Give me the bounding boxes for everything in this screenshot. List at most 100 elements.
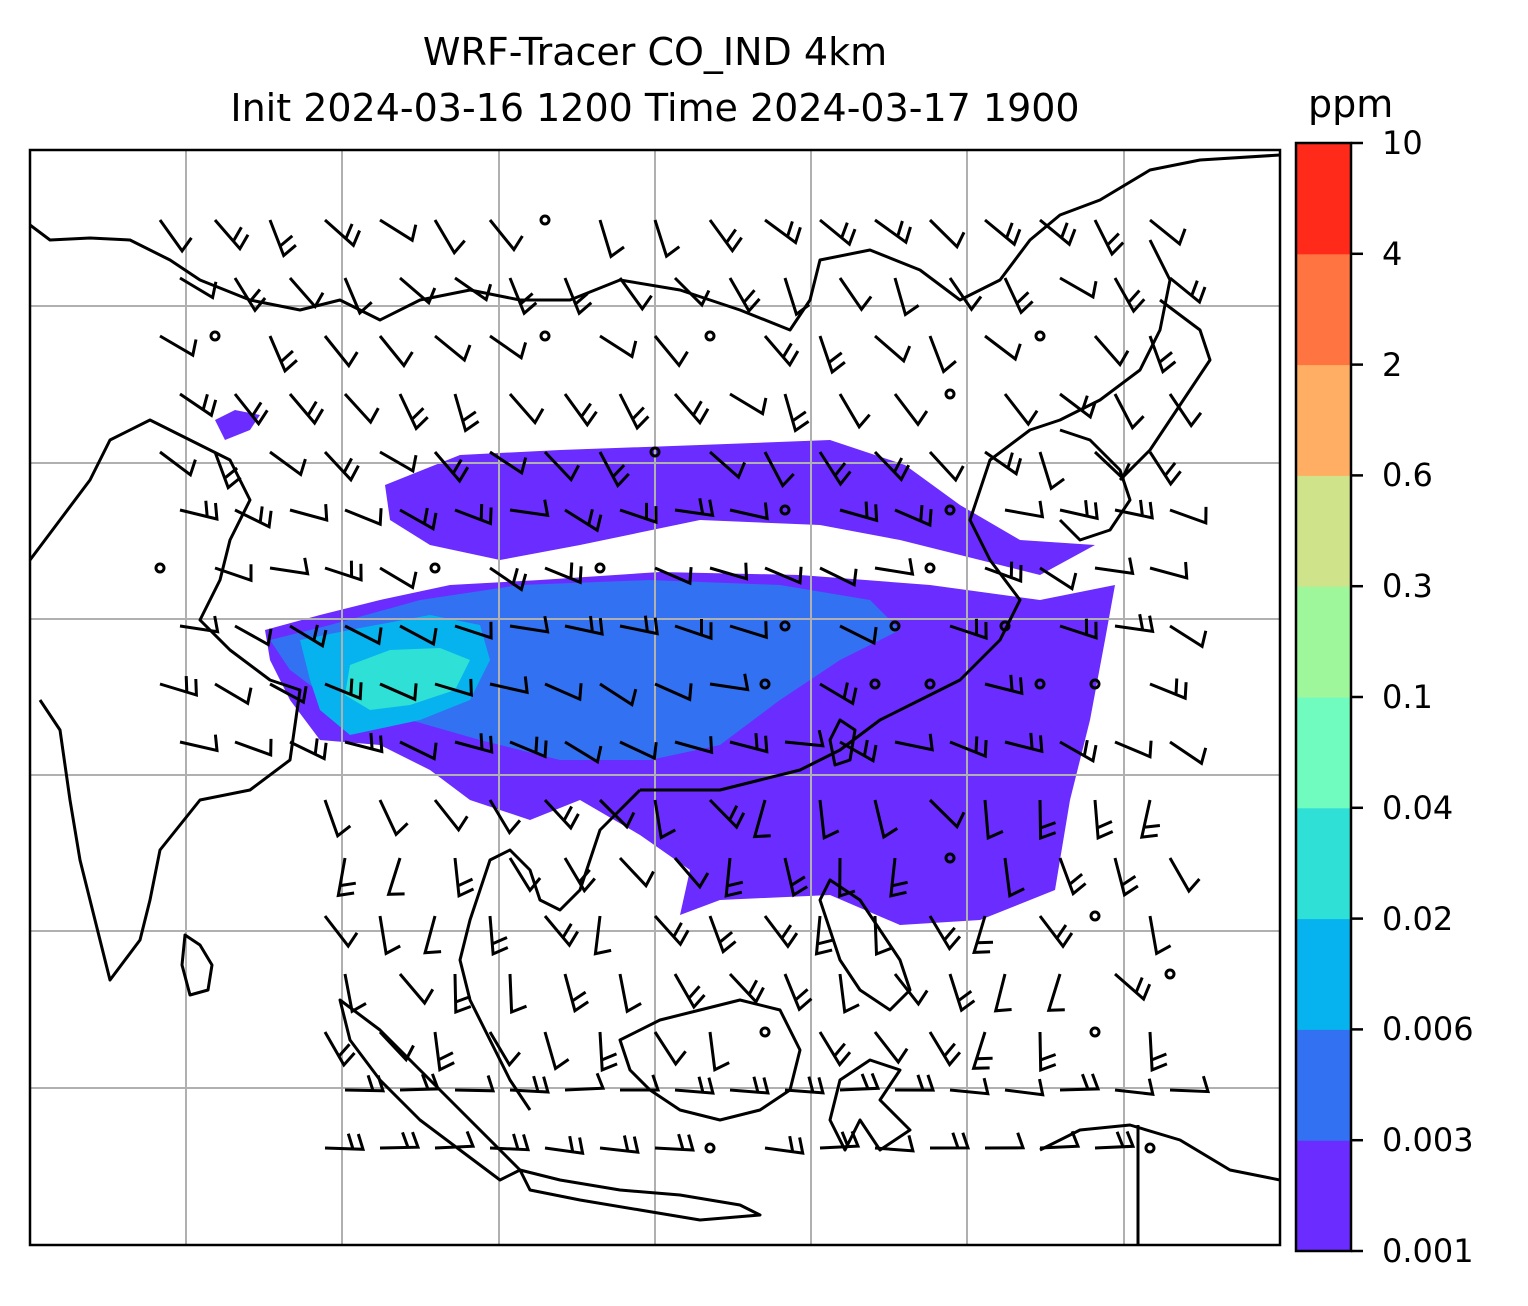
wind-barb: [1004, 1078, 1045, 1097]
colorbar-bin: [1296, 253, 1351, 366]
wind-barb: [948, 277, 983, 312]
wind-barb: [508, 857, 542, 893]
colorbar-bin: [1296, 143, 1351, 255]
wind-barb: [269, 682, 308, 705]
wind-barb: [1169, 506, 1208, 526]
coast-newguinea: [1039, 1123, 1280, 1182]
wind-barb: [1038, 1031, 1057, 1073]
colorbar-tick-label: 10: [1382, 124, 1423, 162]
wind-barb: [728, 277, 761, 314]
wind-barb: [983, 799, 1004, 841]
wind-barb: [1149, 678, 1188, 701]
coast-china-east: [640, 239, 1172, 792]
tracer-core-peak: [345, 648, 470, 710]
wind-barb: [454, 1075, 496, 1093]
wind-barb: [1039, 566, 1078, 592]
wind-barb: [323, 799, 352, 839]
wind-barb: [709, 673, 750, 692]
colorbar-tick-label: 4: [1382, 234, 1403, 273]
calm-wind-marker: [944, 852, 956, 864]
coast-philippines: [818, 878, 912, 1012]
calm-wind-marker: [999, 620, 1011, 632]
wind-barb: [324, 218, 361, 248]
wind-barb: [599, 334, 638, 359]
wind-barb: [343, 973, 367, 1014]
wind-barb: [234, 624, 273, 647]
wind-barb: [1059, 500, 1099, 521]
wind-barb: [599, 1135, 640, 1154]
wind-barb: [398, 973, 435, 1006]
calm-wind-marker: [889, 620, 901, 632]
calm-wind-marker: [924, 678, 936, 690]
wind-barb: [379, 1131, 421, 1150]
wind-barb: [783, 277, 811, 317]
wind-barb: [1059, 739, 1098, 764]
wind-barb: [324, 560, 363, 582]
wind-barb: [489, 676, 529, 695]
wind-barb: [984, 1132, 1026, 1150]
wind-barb: [818, 1031, 852, 1068]
wind-barb: [984, 334, 1022, 362]
wind-barb: [544, 1135, 585, 1155]
wind-barb: [1004, 732, 1044, 754]
wind-barb: [323, 450, 360, 483]
wind-barb: [488, 915, 509, 957]
wind-barb: [378, 1030, 415, 1063]
wind-barb: [598, 1031, 618, 1073]
wind-barb: [674, 619, 713, 641]
wind-barb: [928, 218, 966, 250]
wind-barb: [214, 564, 253, 583]
wind-barb: [1148, 335, 1177, 375]
wind-barb: [653, 219, 681, 259]
wind-barb: [159, 334, 198, 358]
wind-barb: [598, 798, 636, 830]
wind-barb: [1114, 972, 1152, 1002]
wind-barb: [399, 740, 438, 761]
wind-barb: [619, 615, 659, 636]
wind-barb: [453, 857, 475, 899]
wind-barb: [984, 561, 1023, 584]
wind-barb: [453, 973, 472, 1015]
colorbar-bin: [1296, 1029, 1351, 1141]
wind-barb: [378, 799, 409, 837]
wind-barb: [1148, 451, 1182, 487]
wind-barb: [784, 1076, 825, 1095]
wind-barb: [838, 277, 873, 312]
wind-barb: [618, 973, 642, 1014]
wind-barb: [893, 973, 929, 1007]
wind-barb: [724, 857, 744, 898]
calm-wind-marker: [1089, 910, 1101, 922]
wind-barb: [673, 857, 710, 890]
wind-barb: [399, 276, 437, 306]
wind-barb: [1139, 799, 1161, 839]
wind-barb: [289, 504, 329, 522]
wind-barb: [873, 1031, 909, 1065]
wind-barb: [673, 973, 706, 1010]
wind-barb: [618, 393, 650, 431]
wind-barb: [1114, 1078, 1155, 1097]
wind-barb: [489, 450, 528, 476]
wind-barb: [379, 682, 418, 702]
wind-barb: [783, 393, 810, 433]
coast-korea: [1058, 428, 1132, 542]
colorbar-tick-label: 0.02: [1382, 899, 1454, 938]
wind-barb: [434, 678, 473, 697]
calm-wind-marker: [1034, 678, 1046, 690]
wind-barb: [1148, 915, 1172, 956]
colorbar-tick-label: 0.3: [1382, 567, 1433, 606]
wind-barb: [839, 739, 878, 764]
wind-barb: [838, 857, 856, 899]
wind-barb: [159, 450, 197, 478]
wind-barb: [874, 1135, 915, 1153]
wind-barb: [818, 451, 852, 487]
wind-barb: [344, 732, 384, 754]
tracer-patch-west: [215, 410, 260, 440]
coast-borneo: [618, 998, 802, 1122]
wind-barb: [509, 736, 548, 759]
wind-barb: [1039, 1130, 1081, 1150]
wind-barb: [1113, 277, 1146, 314]
wind-barb: [1059, 1073, 1101, 1092]
wind-barb: [598, 451, 630, 489]
wind-barb: [288, 277, 325, 310]
wind-barb: [620, 1074, 661, 1092]
